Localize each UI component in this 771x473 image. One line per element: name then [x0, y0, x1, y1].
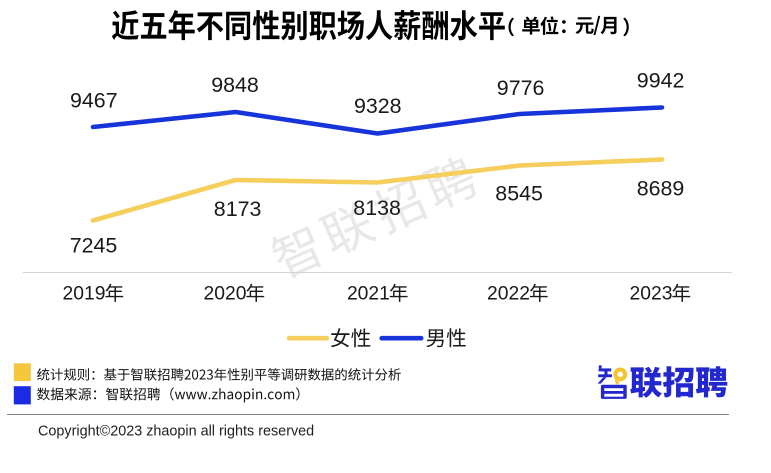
svg-text:8138: 8138 [353, 196, 401, 220]
svg-text:2021: 2021 [347, 284, 390, 305]
svg-text:2022: 2022 [487, 284, 530, 305]
svg-text:9848: 9848 [211, 73, 259, 97]
svg-text:Copyright©2023 zhaopin all rig: Copyright©2023 zhaopin all rights reserv… [38, 424, 314, 440]
svg-text:9942: 9942 [637, 69, 685, 93]
svg-text:8689: 8689 [637, 177, 685, 201]
svg-text:9467: 9467 [70, 89, 118, 113]
svg-text:2020: 2020 [204, 284, 247, 305]
svg-text:7245: 7245 [70, 233, 118, 257]
svg-text:2019: 2019 [63, 284, 106, 305]
svg-text:9328: 9328 [354, 94, 402, 118]
svg-text:8173: 8173 [214, 197, 262, 221]
svg-text:8545: 8545 [495, 182, 543, 206]
svg-text:2023: 2023 [630, 284, 673, 305]
svg-text:9776: 9776 [497, 76, 545, 100]
